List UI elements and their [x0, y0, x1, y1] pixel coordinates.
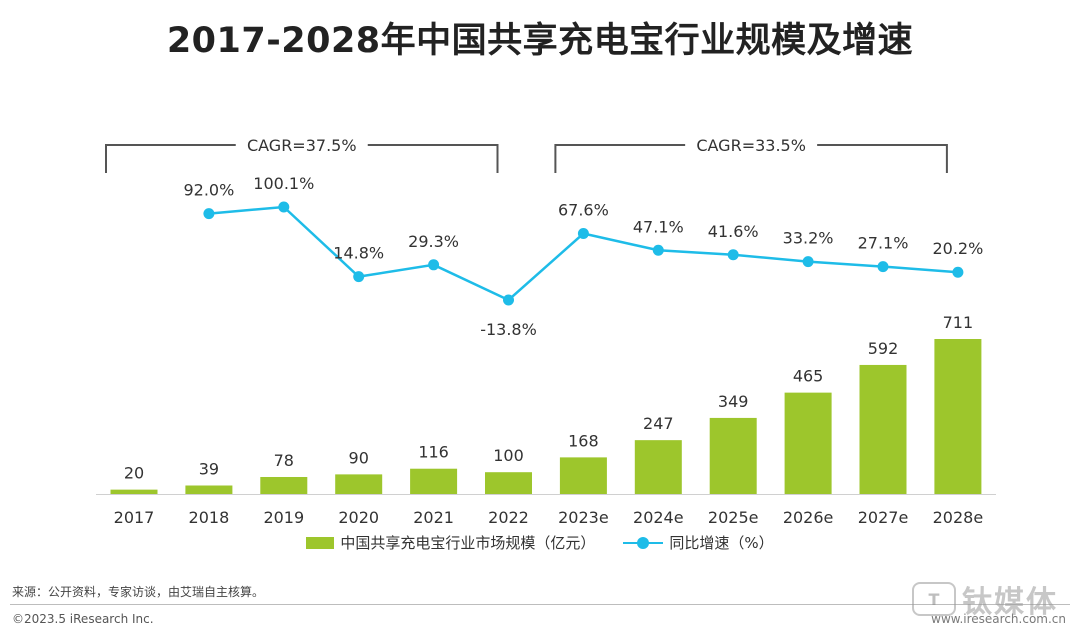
- watermark-text: 钛媒体: [962, 585, 1058, 620]
- growth-point-2018: [203, 208, 215, 220]
- growth-value-label: 67.6%: [558, 201, 609, 220]
- bar-2020: [335, 474, 383, 494]
- growth-value-label: 92.0%: [183, 181, 234, 200]
- bar-value-label: 711: [943, 313, 974, 332]
- bar-2022: [485, 472, 532, 494]
- footer-divider: [10, 604, 1070, 605]
- x-tick-label: 2027e: [858, 508, 909, 527]
- growth-rate-line: [208, 205, 958, 302]
- bar-value-label: 78: [274, 451, 294, 470]
- growth-point-2027e: [877, 261, 889, 273]
- bar-2027e: [859, 364, 907, 494]
- bar-value-label: 465: [793, 367, 824, 386]
- growth-point-2026e: [802, 256, 814, 268]
- bar-2028e: [934, 339, 982, 494]
- bar-value-label: 100: [493, 446, 524, 465]
- growth-value-label: 100.1%: [253, 174, 314, 193]
- bar-2026e: [784, 392, 832, 494]
- growth-point-2019: [278, 201, 290, 213]
- growth-value-label: 14.8%: [333, 244, 384, 263]
- bar-2018: [185, 485, 233, 494]
- x-tick-label: 2025e: [708, 508, 759, 527]
- bar-2023e: [559, 457, 607, 494]
- growth-point-2023e: [577, 228, 589, 240]
- growth-point-2021: [428, 259, 440, 271]
- x-tick-label: 2019: [263, 508, 304, 527]
- x-tick-label: 2021: [413, 508, 454, 527]
- growth-point-2025e: [727, 249, 739, 261]
- bar-value-label: 168: [568, 431, 599, 450]
- legend-bar-swatch: [306, 536, 335, 549]
- x-tick-label: 2017: [114, 508, 155, 527]
- growth-value-label: 41.6%: [708, 222, 759, 241]
- cagr-bracket-right-2: [817, 144, 948, 173]
- growth-value-label: 47.1%: [633, 217, 684, 236]
- bar-value-label: 20: [124, 464, 144, 483]
- chart-legend: 中国共享充电宝行业市场规模（亿元） 同比增速（%）: [0, 532, 1080, 553]
- website-url: www.iresearch.com.cn: [931, 612, 1066, 626]
- bar-value-label: 90: [349, 448, 369, 467]
- growth-value-label: 27.1%: [858, 234, 909, 253]
- cagr-bracket-right-1: [367, 144, 499, 173]
- bar-value-label: 39: [199, 459, 219, 478]
- growth-point-2028e: [952, 266, 964, 278]
- cagr-bracket-left-2: [554, 144, 686, 173]
- growth-value-label: 33.2%: [783, 229, 834, 248]
- growth-point-2022: [503, 294, 514, 306]
- legend-item-market-size: 中国共享充电宝行业市场规模（亿元）: [306, 532, 595, 553]
- bar-2025e: [709, 417, 757, 494]
- legend-item-growth-rate: 同比增速（%）: [623, 532, 774, 553]
- bar-2017: [110, 489, 158, 494]
- copyright-text: ©2023.5 iResearch Inc.: [12, 612, 154, 626]
- bar-2021: [410, 468, 458, 494]
- legend-line-swatch: [623, 536, 664, 550]
- cagr-label: CAGR=33.5%: [696, 136, 806, 155]
- cagr-label: CAGR=37.5%: [247, 136, 357, 155]
- watermark-logo-icon: T: [912, 582, 956, 616]
- bar-value-label: 592: [868, 339, 899, 358]
- cagr-bracket-left-1: [105, 144, 236, 173]
- x-tick-label: 2026e: [783, 508, 834, 527]
- chart-title: 2017-2028年中国共享充电宝行业规模及增速: [166, 21, 914, 61]
- x-tick-label: 2023e: [558, 508, 609, 527]
- x-tick-label: 2022: [488, 508, 529, 527]
- legend-bar-label: 中国共享充电宝行业市场规模（亿元）: [340, 534, 596, 552]
- growth-value-label: 29.3%: [408, 232, 459, 251]
- bar-2024e: [634, 440, 682, 494]
- x-tick-label: 2028e: [933, 508, 984, 527]
- x-tick-label: 2024e: [633, 508, 684, 527]
- growth-point-2024e: [652, 244, 664, 256]
- growth-value-label: -13.8%: [480, 320, 537, 339]
- x-tick-label: 2020: [338, 508, 379, 527]
- bar-value-label: 247: [643, 414, 674, 433]
- legend-line-label: 同比增速（%）: [669, 534, 774, 552]
- source-note: 来源：公开资料，专家访谈，由艾瑞自主核算。: [12, 585, 265, 599]
- x-tick-label: 2018: [189, 508, 230, 527]
- bar-2019: [260, 476, 308, 494]
- watermark: T 钛媒体: [912, 577, 1058, 621]
- bar-value-label: 349: [718, 392, 749, 411]
- growth-point-2020: [353, 271, 365, 283]
- bar-value-label: 116: [418, 443, 449, 462]
- growth-value-label: 20.2%: [932, 239, 983, 258]
